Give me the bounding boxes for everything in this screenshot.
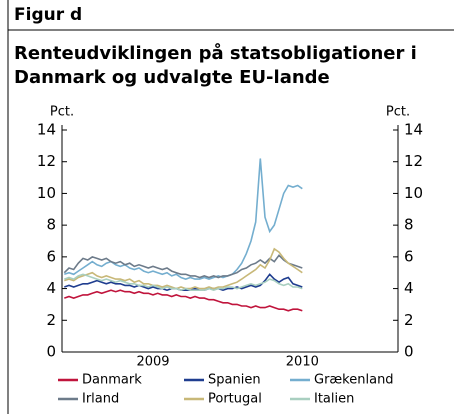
y-tick-label: 14: [37, 121, 56, 139]
y-axis-label: Pct.: [50, 105, 74, 120]
y2-tick-label: 8: [404, 216, 414, 234]
series-line: [64, 273, 303, 292]
y-tick-label: 0: [46, 343, 56, 361]
y-tick-label: 10: [37, 184, 56, 202]
legend-label: Portugal: [208, 392, 262, 407]
chart-title: Renteudviklingen på statsobligationer i: [14, 42, 417, 64]
y2-axis-label: Pct.: [386, 105, 410, 120]
legend-label: Italien: [314, 392, 354, 407]
legend-label: Irland: [82, 392, 119, 407]
series-line: [64, 247, 303, 290]
y-tick-label: 12: [37, 152, 56, 170]
y2-tick-label: 2: [404, 311, 414, 329]
series-line: [63, 254, 303, 279]
y2-tick-label: 14: [404, 121, 423, 139]
y2-tick-label: 10: [404, 184, 423, 202]
y-tick-label: 6: [46, 247, 56, 265]
x-tick-label: 2010: [286, 355, 319, 370]
y-tick-label: 8: [46, 216, 56, 234]
y2-tick-label: 4: [404, 279, 414, 297]
y2-tick-label: 0: [404, 343, 414, 361]
series-line: [64, 289, 303, 312]
header: Figur d: [14, 5, 82, 25]
y-tick-label: 4: [46, 279, 56, 297]
x-tick-label: 2009: [136, 355, 169, 370]
legend-label: Grækenland: [314, 373, 394, 388]
y2-tick-label: 12: [404, 152, 423, 170]
series-line: [64, 158, 303, 280]
y-tick-label: 2: [46, 311, 56, 329]
chart-title: Danmark og udvalgte EU-lande: [14, 67, 330, 88]
legend-label: Danmark: [82, 373, 142, 388]
legend-label: Spanien: [208, 373, 261, 388]
y2-tick-label: 6: [404, 247, 414, 265]
